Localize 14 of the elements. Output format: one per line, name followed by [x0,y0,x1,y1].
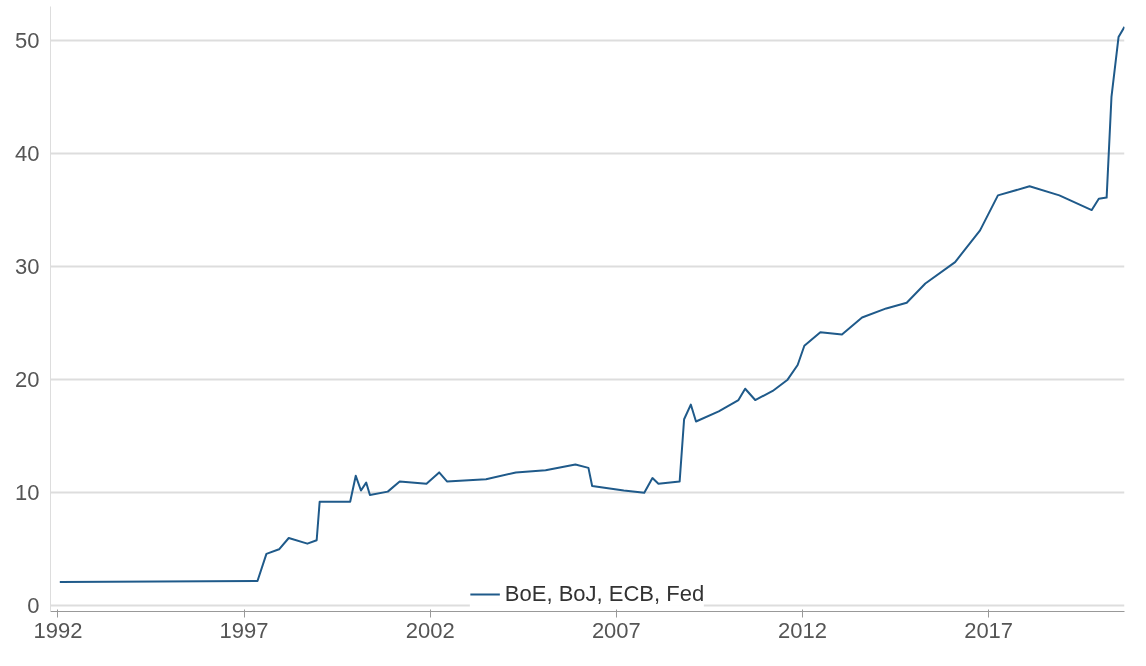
y-tick-label: 30 [15,254,40,280]
y-tick-label: 50 [15,27,40,53]
x-tick-label: 1997 [219,617,269,643]
y-tick-label: 10 [15,480,40,506]
y-tick-label: 0 [27,593,40,619]
x-tick-label: 2017 [964,617,1014,643]
line-series [58,25,1125,584]
x-tick-label: 2012 [778,617,827,643]
x-tick-label: 2002 [405,617,455,643]
y-tick-label: 20 [15,367,40,393]
y-tick-label: 40 [15,141,40,167]
x-tick-label: 1992 [33,617,83,643]
legend-label: BoE, BoJ, ECB, Fed [504,581,705,607]
x-tick-label: 2007 [591,617,641,643]
